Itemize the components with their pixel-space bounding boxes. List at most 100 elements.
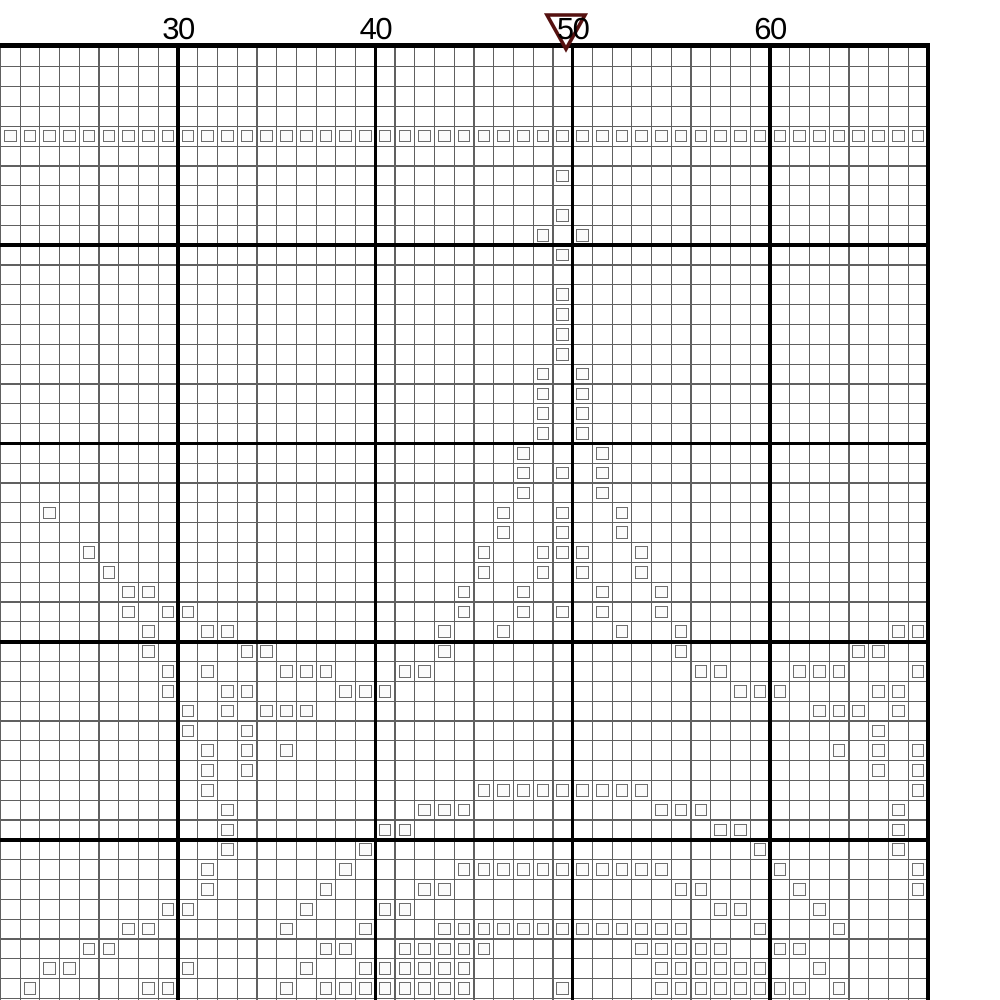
- stitch-square: [517, 922, 530, 936]
- stitch-square: [438, 942, 451, 956]
- stitch-square: [63, 962, 76, 976]
- stitch-square: [674, 645, 688, 658]
- grid-line-v: [39, 47, 41, 1000]
- stitch-square: [793, 942, 806, 956]
- stitch-square: [635, 784, 649, 797]
- grid-line-h: [0, 581, 929, 583]
- stitch-square: [556, 308, 570, 321]
- stitch-square: [576, 407, 589, 420]
- stitch-square: [556, 922, 570, 936]
- stitch-square: [891, 684, 905, 698]
- stitch-square: [753, 982, 767, 995]
- stitch-square: [655, 962, 668, 976]
- stitch-square: [615, 129, 629, 143]
- stitch-square: [122, 922, 135, 936]
- stitch-square: [122, 605, 135, 619]
- stitch-square: [359, 922, 372, 936]
- stitch-square: [694, 982, 708, 995]
- stitch-square: [359, 982, 372, 995]
- stitch-square: [891, 843, 905, 857]
- stitch-square: [477, 565, 491, 579]
- stitch-square: [595, 605, 609, 619]
- stitch-square: [280, 744, 293, 757]
- stitch-square: [201, 784, 214, 797]
- stitch-square: [378, 962, 392, 976]
- stitch-square: [872, 129, 885, 143]
- stitch-square: [299, 665, 313, 678]
- grid-line-v: [808, 47, 811, 1000]
- grid-line-v-bold: [570, 47, 575, 1000]
- stitch-square: [161, 902, 175, 916]
- stitch-square: [536, 565, 550, 579]
- stitch-square: [181, 724, 195, 738]
- grid-line-v: [414, 47, 416, 1000]
- stitch-square: [359, 843, 372, 857]
- stitch-square: [299, 902, 313, 916]
- grid-line-v: [828, 47, 830, 1000]
- stitch-square: [201, 665, 214, 678]
- stitch-square: [240, 645, 254, 658]
- stitch-square: [438, 625, 451, 639]
- grid-line-v: [848, 47, 850, 1000]
- stitch-square: [398, 942, 412, 956]
- stitch-square: [477, 784, 491, 797]
- stitch-square: [694, 962, 708, 976]
- stitch-square: [319, 942, 333, 956]
- grid-line-h: [0, 958, 929, 960]
- stitch-square: [694, 883, 708, 896]
- stitch-square: [635, 863, 649, 876]
- stitch-square: [240, 684, 254, 698]
- stitch-square: [438, 803, 451, 817]
- grid-line-v: [670, 47, 672, 1000]
- stitch-square: [221, 843, 234, 857]
- stitch-square: [536, 367, 550, 381]
- column-label-30: 30: [162, 11, 195, 46]
- grid-line-h: [0, 462, 929, 464]
- stitch-square: [911, 784, 925, 797]
- stitch-square: [832, 922, 846, 936]
- stitch-square: [793, 883, 806, 896]
- stitch-square: [418, 129, 431, 143]
- grid-line-v: [611, 47, 613, 1000]
- grid-line-h: [0, 680, 929, 682]
- stitch-square: [911, 744, 925, 757]
- stitch-square: [891, 823, 905, 837]
- stitch-square: [161, 684, 175, 698]
- stitch-square: [517, 447, 530, 460]
- stitch-square: [142, 982, 155, 995]
- stitch-square: [773, 942, 787, 956]
- stitch-square: [536, 546, 550, 559]
- grid-line-v: [0, 47, 1, 1000]
- stitch-square: [142, 625, 155, 639]
- stitch-square: [714, 962, 727, 976]
- grid-line-v: [236, 47, 238, 1000]
- stitch-square: [319, 883, 333, 896]
- grid-line-v: [532, 47, 534, 1000]
- stitch-square: [457, 922, 471, 936]
- stitch-square: [911, 764, 925, 777]
- stitch-square: [418, 883, 431, 896]
- stitch-square: [477, 942, 491, 956]
- center-marker-triangle[interactable]: [543, 13, 588, 53]
- grid-line-v: [78, 47, 80, 1000]
- stitch-square: [734, 684, 747, 698]
- stitch-square: [576, 387, 589, 401]
- stitch-square: [378, 902, 392, 916]
- stitch-square: [595, 922, 609, 936]
- stitch-square: [536, 229, 550, 242]
- grid-line-v: [512, 47, 515, 1000]
- stitch-square: [655, 942, 668, 956]
- stitch-square: [734, 823, 747, 837]
- stitch-square: [655, 982, 668, 995]
- center-marker-icon[interactable]: [542, 11, 590, 55]
- stitch-square: [161, 605, 175, 619]
- stitch-square: [240, 724, 254, 738]
- stitch-square: [497, 506, 510, 520]
- stitch-square: [280, 665, 293, 678]
- stitch-square: [536, 784, 550, 797]
- stitch-square: [82, 129, 96, 143]
- stitch-square: [23, 129, 37, 143]
- stitch-square: [576, 229, 589, 242]
- grid-line-v: [749, 47, 751, 1000]
